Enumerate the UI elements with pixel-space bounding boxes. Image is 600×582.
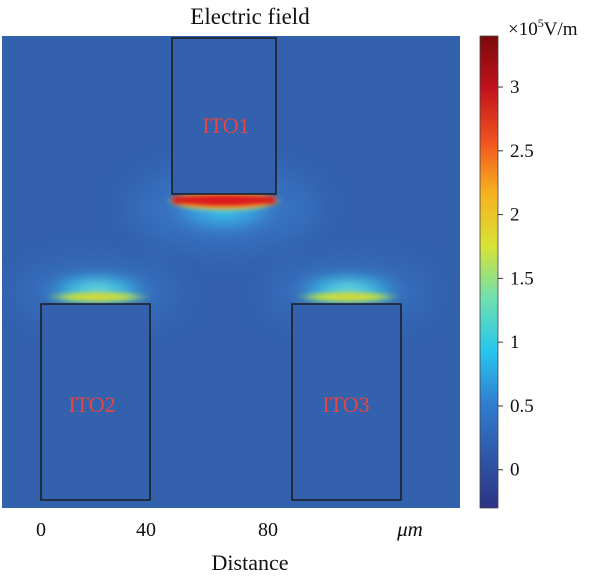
plot-area: ITO1 ITO2 ITO3 bbox=[2, 36, 460, 508]
x-tick-label-80: 80 bbox=[258, 519, 278, 541]
ito1-label: ITO1 bbox=[202, 113, 249, 138]
colorbar-tick-label: 1.5 bbox=[510, 268, 534, 289]
ito1-electrode bbox=[171, 37, 277, 195]
chart-title: Electric field bbox=[190, 4, 310, 29]
colorbar-tick-label: 0 bbox=[510, 460, 520, 481]
colorbar-unit-label: ×105V/m bbox=[508, 16, 578, 40]
colorbar-unit-suffix: V/m bbox=[544, 19, 578, 40]
x-unit-label: μm bbox=[396, 517, 423, 541]
colorbar-unit-prefix: ×10 bbox=[508, 19, 538, 40]
ito3-fringe-inner bbox=[294, 291, 402, 303]
x-tick-label-40: 40 bbox=[136, 519, 156, 541]
ito2-electrode bbox=[40, 303, 151, 501]
ito3-electrode bbox=[291, 303, 402, 501]
colorbar: 0 0.5 1 1.5 2 2.5 3 ×105V/m bbox=[479, 16, 578, 509]
colorbar-ticks: 0 0.5 1 1.5 2 2.5 3 bbox=[498, 77, 534, 481]
colorbar-tick-label: 3 bbox=[510, 77, 520, 98]
colorbar-tick-label: 0.5 bbox=[510, 396, 534, 417]
ito2-label: ITO2 bbox=[68, 392, 115, 417]
colorbar-tick-label: 2 bbox=[510, 205, 520, 226]
colorbar-unit-exponent: 5 bbox=[538, 16, 544, 30]
ito1-fringe-core bbox=[172, 196, 276, 204]
ito3-label: ITO3 bbox=[322, 392, 369, 417]
x-tick-label-0: 0 bbox=[36, 519, 46, 541]
x-axis-label: Distance bbox=[212, 550, 289, 575]
ito2-fringe-inner bbox=[44, 291, 152, 303]
x-axis: 0 40 80 μm Distance bbox=[36, 517, 423, 575]
colorbar-scale bbox=[479, 35, 499, 509]
colorbar-tick-label: 2.5 bbox=[510, 141, 534, 162]
colorbar-tick-label: 1 bbox=[510, 332, 520, 353]
